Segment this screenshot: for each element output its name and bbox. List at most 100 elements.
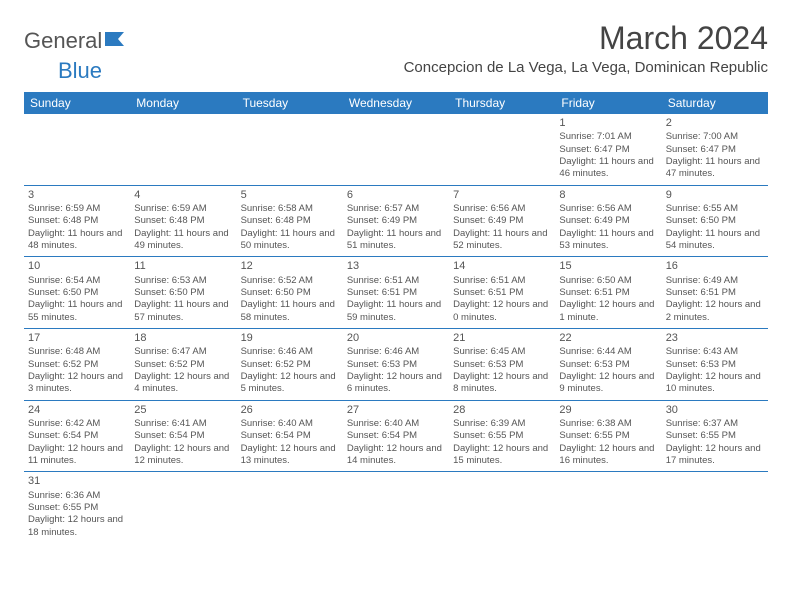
daylight-text: Daylight: 12 hours and 11 minutes. — [28, 443, 126, 468]
sunrise-text: Sunrise: 6:45 AM — [453, 346, 551, 358]
daylight-text: Daylight: 12 hours and 16 minutes. — [559, 443, 657, 468]
sunset-text: Sunset: 6:50 PM — [666, 215, 764, 227]
calendar-empty-cell — [130, 472, 236, 544]
sunrise-text: Sunrise: 6:54 AM — [28, 275, 126, 287]
calendar-day-cell: 6Sunrise: 6:57 AMSunset: 6:49 PMDaylight… — [343, 185, 449, 257]
daylight-text: Daylight: 11 hours and 54 minutes. — [666, 228, 764, 253]
calendar-day-cell: 13Sunrise: 6:51 AMSunset: 6:51 PMDayligh… — [343, 257, 449, 329]
daylight-text: Daylight: 12 hours and 13 minutes. — [241, 443, 339, 468]
sunset-text: Sunset: 6:55 PM — [666, 430, 764, 442]
daylight-text: Daylight: 11 hours and 55 minutes. — [28, 299, 126, 324]
sunrise-text: Sunrise: 7:00 AM — [666, 131, 764, 143]
sunrise-text: Sunrise: 6:37 AM — [666, 418, 764, 430]
daylight-text: Daylight: 12 hours and 10 minutes. — [666, 371, 764, 396]
calendar-day-cell: 25Sunrise: 6:41 AMSunset: 6:54 PMDayligh… — [130, 400, 236, 472]
calendar-day-cell: 8Sunrise: 6:56 AMSunset: 6:49 PMDaylight… — [555, 185, 661, 257]
calendar-day-cell: 14 Sunrise: 6:51 AMSunset: 6:51 PMDayligh… — [449, 257, 555, 329]
calendar-day-cell: 28Sunrise: 6:39 AMSunset: 6:55 PMDayligh… — [449, 400, 555, 472]
day-number: 19 — [241, 331, 339, 345]
day-number: 18 — [134, 331, 232, 345]
sunrise-text: Sunrise: 6:36 AM — [28, 490, 126, 502]
calendar-day-cell: 9Sunrise: 6:55 AMSunset: 6:50 PMDaylight… — [662, 185, 768, 257]
calendar-day-cell: 10Sunrise: 6:54 AMSunset: 6:50 PMDayligh… — [24, 257, 130, 329]
daylight-text: Daylight: 12 hours and 17 minutes. — [666, 443, 764, 468]
calendar-day-cell: 20Sunrise: 6:46 AMSunset: 6:53 PMDayligh… — [343, 329, 449, 401]
calendar-body: 1Sunrise: 7:01 AMSunset: 6:47 PMDaylight… — [24, 114, 768, 544]
sunset-text: Sunset: 6:51 PM — [666, 287, 764, 299]
dayname-header: Friday — [555, 92, 661, 114]
daylight-text: Daylight: 12 hours and 0 minutes. — [453, 299, 551, 324]
daylight-text: Daylight: 11 hours and 50 minutes. — [241, 228, 339, 253]
daylight-text: Daylight: 12 hours and 14 minutes. — [347, 443, 445, 468]
sunset-text: Sunset: 6:49 PM — [453, 215, 551, 227]
sunrise-text: Sunrise: 6:59 AM — [28, 203, 126, 215]
daylight-text: Daylight: 11 hours and 52 minutes. — [453, 228, 551, 253]
calendar-day-cell: 26Sunrise: 6:40 AMSunset: 6:54 PMDayligh… — [237, 400, 343, 472]
sunset-text: Sunset: 6:47 PM — [666, 144, 764, 156]
sunrise-text: Sunrise: 6:51 AM — [453, 275, 551, 287]
sunrise-text: Sunrise: 6:46 AM — [347, 346, 445, 358]
sunrise-text: Sunrise: 6:47 AM — [134, 346, 232, 358]
sunset-text: Sunset: 6:50 PM — [28, 287, 126, 299]
sunrise-text: Sunrise: 6:56 AM — [453, 203, 551, 215]
sunrise-text: Sunrise: 6:58 AM — [241, 203, 339, 215]
daylight-text: Daylight: 11 hours and 46 minutes. — [559, 156, 657, 181]
sunset-text: Sunset: 6:50 PM — [134, 287, 232, 299]
calendar-day-cell: 21Sunrise: 6:45 AMSunset: 6:53 PMDayligh… — [449, 329, 555, 401]
day-number: 26 — [241, 403, 339, 417]
sunset-text: Sunset: 6:55 PM — [453, 430, 551, 442]
calendar-day-cell: 31Sunrise: 6:36 AMSunset: 6:55 PMDayligh… — [24, 472, 130, 544]
daylight-text: Daylight: 12 hours and 2 minutes. — [666, 299, 764, 324]
calendar-week-row: 17Sunrise: 6:48 AMSunset: 6:52 PMDayligh… — [24, 329, 768, 401]
sunset-text: Sunset: 6:55 PM — [28, 502, 126, 514]
sunset-text: Sunset: 6:48 PM — [241, 215, 339, 227]
sunset-text: Sunset: 6:48 PM — [28, 215, 126, 227]
calendar-empty-cell — [662, 472, 768, 544]
logo-text-blue: Blue — [58, 58, 102, 83]
day-number: 22 — [559, 331, 657, 345]
calendar-empty-cell — [449, 114, 555, 185]
sunrise-text: Sunrise: 7:01 AM — [559, 131, 657, 143]
sunset-text: Sunset: 6:52 PM — [241, 359, 339, 371]
sunrise-text: Sunrise: 6:38 AM — [559, 418, 657, 430]
daylight-text: Daylight: 12 hours and 4 minutes. — [134, 371, 232, 396]
calendar-day-cell: 29Sunrise: 6:38 AMSunset: 6:55 PMDayligh… — [555, 400, 661, 472]
daylight-text: Daylight: 12 hours and 8 minutes. — [453, 371, 551, 396]
sunrise-text: Sunrise: 6:48 AM — [28, 346, 126, 358]
sunset-text: Sunset: 6:52 PM — [134, 359, 232, 371]
daylight-text: Daylight: 11 hours and 47 minutes. — [666, 156, 764, 181]
sunset-text: Sunset: 6:49 PM — [347, 215, 445, 227]
day-number: 6 — [347, 188, 445, 202]
sunrise-text: Sunrise: 6:53 AM — [134, 275, 232, 287]
calendar-day-cell: 5Sunrise: 6:58 AMSunset: 6:48 PMDaylight… — [237, 185, 343, 257]
sunrise-text: Sunrise: 6:57 AM — [347, 203, 445, 215]
calendar-empty-cell — [343, 114, 449, 185]
daylight-text: Daylight: 12 hours and 6 minutes. — [347, 371, 445, 396]
sunset-text: Sunset: 6:53 PM — [666, 359, 764, 371]
daylight-text: Daylight: 12 hours and 18 minutes. — [28, 514, 126, 539]
sunset-text: Sunset: 6:54 PM — [241, 430, 339, 442]
sunrise-text: Sunrise: 6:44 AM — [559, 346, 657, 358]
day-number: 29 — [559, 403, 657, 417]
calendar-empty-cell — [130, 114, 236, 185]
day-number: 24 — [28, 403, 126, 417]
title-block: March 2024 Concepcion de La Vega, La Veg… — [404, 20, 768, 76]
sunset-text: Sunset: 6:52 PM — [28, 359, 126, 371]
day-number: 14 — [453, 259, 551, 273]
daylight-text: Daylight: 11 hours and 57 minutes. — [134, 299, 232, 324]
daylight-text: Daylight: 12 hours and 3 minutes. — [28, 371, 126, 396]
calendar-week-row: 1Sunrise: 7:01 AMSunset: 6:47 PMDaylight… — [24, 114, 768, 185]
sunrise-text: Sunrise: 6:56 AM — [559, 203, 657, 215]
day-number: 17 — [28, 331, 126, 345]
day-number: 1 — [559, 116, 657, 130]
calendar-day-cell: 23Sunrise: 6:43 AMSunset: 6:53 PMDayligh… — [662, 329, 768, 401]
daylight-text: Daylight: 12 hours and 15 minutes. — [453, 443, 551, 468]
day-number: 15 — [559, 259, 657, 273]
day-number: 13 — [347, 259, 445, 273]
day-number: 28 — [453, 403, 551, 417]
sunset-text: Sunset: 6:51 PM — [453, 287, 551, 299]
calendar-empty-cell — [237, 114, 343, 185]
day-number: 27 — [347, 403, 445, 417]
calendar-table: SundayMondayTuesdayWednesdayThursdayFrid… — [24, 92, 768, 544]
calendar-day-cell: 24Sunrise: 6:42 AMSunset: 6:54 PMDayligh… — [24, 400, 130, 472]
